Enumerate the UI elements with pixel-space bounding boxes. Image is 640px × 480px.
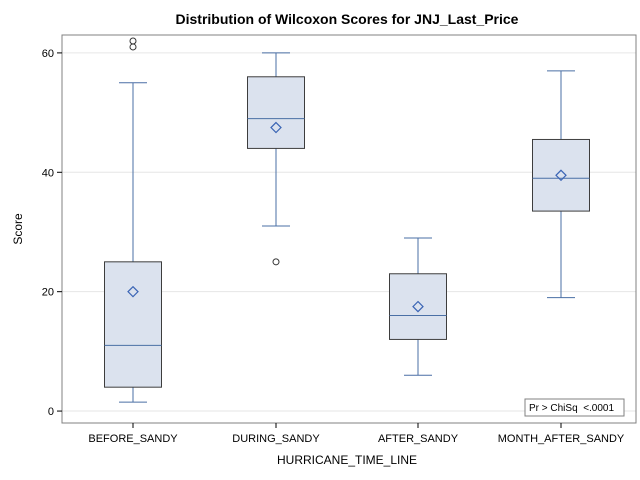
mean-marker bbox=[127, 285, 139, 298]
outlier-point bbox=[129, 43, 137, 51]
y-tick-label: 20 bbox=[42, 287, 54, 299]
x-tick-label: MONTH_AFTER_SANDY bbox=[498, 433, 625, 445]
y-tick-label: 40 bbox=[42, 167, 54, 179]
y-axis-label: Score bbox=[11, 213, 25, 245]
chart-title: Distribution of Wilcoxon Scores for JNJ_… bbox=[176, 11, 519, 27]
stat-inset-box bbox=[524, 398, 625, 417]
box-group bbox=[247, 52, 305, 266]
y-tick-label: 60 bbox=[42, 48, 54, 60]
mean-marker bbox=[270, 121, 282, 134]
box-group bbox=[532, 70, 590, 299]
x-tick-label: DURING_SANDY bbox=[232, 433, 320, 445]
iqr-box bbox=[532, 138, 590, 212]
stat-inset-text: Pr > ChiSq <.0001 bbox=[529, 403, 614, 414]
mean-marker bbox=[555, 169, 567, 182]
box-group bbox=[104, 37, 162, 403]
x-axis-label: HURRICANE_TIME_LINE bbox=[277, 453, 417, 467]
x-axis: BEFORE_SANDY DURING_SANDY AFTER_SANDY MONTH… bbox=[88, 423, 625, 445]
y-axis: 0 20 40 60 bbox=[42, 48, 62, 418]
iqr-box bbox=[247, 76, 305, 149]
x-tick-label: AFTER_SANDY bbox=[378, 433, 459, 445]
plot-frame bbox=[61, 34, 637, 424]
outlier-point bbox=[272, 258, 280, 266]
iqr-box bbox=[104, 261, 162, 388]
box-layer bbox=[104, 37, 590, 403]
y-tick-label: 0 bbox=[48, 406, 54, 418]
mean-marker bbox=[412, 300, 424, 313]
x-tick-label: BEFORE_SANDY bbox=[88, 433, 178, 445]
iqr-box bbox=[389, 273, 447, 340]
outlier-point bbox=[129, 37, 137, 45]
stat-inset: Pr > ChiSq <.0001 bbox=[524, 398, 625, 417]
box-group bbox=[389, 237, 447, 376]
